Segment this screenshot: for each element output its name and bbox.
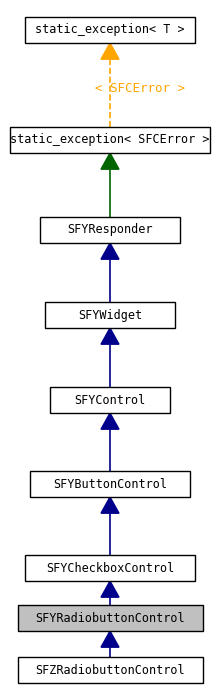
FancyBboxPatch shape	[45, 302, 175, 328]
FancyBboxPatch shape	[25, 17, 195, 43]
Polygon shape	[101, 497, 119, 513]
FancyBboxPatch shape	[30, 471, 190, 497]
Text: SFYResponder: SFYResponder	[67, 223, 153, 237]
Polygon shape	[101, 581, 119, 597]
FancyBboxPatch shape	[17, 657, 202, 683]
Text: SFYWidget: SFYWidget	[78, 308, 142, 322]
Text: SFYButtonControl: SFYButtonControl	[53, 477, 167, 491]
Text: SFZRadiobuttonControl: SFZRadiobuttonControl	[35, 663, 185, 677]
Polygon shape	[101, 631, 119, 647]
Polygon shape	[101, 328, 119, 345]
Polygon shape	[101, 153, 119, 169]
Polygon shape	[101, 413, 119, 429]
Text: static_exception< SFCError >: static_exception< SFCError >	[10, 134, 210, 146]
Text: SFYCheckboxControl: SFYCheckboxControl	[46, 562, 174, 574]
FancyBboxPatch shape	[50, 387, 170, 413]
FancyBboxPatch shape	[40, 217, 180, 243]
Text: SFYControl: SFYControl	[74, 393, 146, 406]
FancyBboxPatch shape	[10, 127, 210, 153]
Text: < SFCError >: < SFCError >	[95, 81, 185, 95]
Text: static_exception< T >: static_exception< T >	[35, 24, 185, 36]
FancyBboxPatch shape	[17, 605, 202, 631]
Polygon shape	[101, 243, 119, 259]
Text: SFYRadiobuttonControl: SFYRadiobuttonControl	[35, 612, 185, 624]
Polygon shape	[101, 43, 119, 59]
FancyBboxPatch shape	[25, 555, 195, 581]
